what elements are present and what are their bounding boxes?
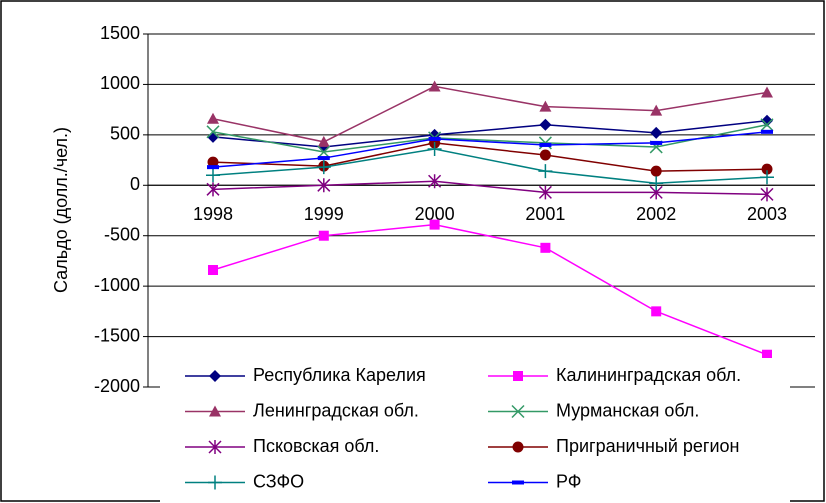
marker bbox=[209, 405, 221, 417]
y-tick-label: -1500 bbox=[94, 325, 140, 345]
y-tick-label: 1500 bbox=[100, 23, 140, 43]
marker bbox=[650, 104, 663, 116]
series-line bbox=[212, 180, 768, 196]
marker bbox=[209, 370, 221, 382]
marker bbox=[649, 176, 664, 191]
y-tick-label: 1000 bbox=[100, 73, 140, 93]
x-tick-label: 1998 bbox=[193, 204, 233, 224]
marker bbox=[539, 142, 552, 147]
marker bbox=[539, 100, 552, 112]
marker bbox=[317, 178, 331, 193]
legend-label: Мурманская обл. bbox=[556, 400, 699, 420]
legend-label: Республика Карелия bbox=[253, 365, 426, 385]
x-tick-label: 2003 bbox=[747, 204, 787, 224]
marker bbox=[206, 125, 220, 139]
marker bbox=[427, 141, 442, 156]
marker bbox=[317, 135, 330, 147]
marker bbox=[760, 118, 774, 132]
series-line bbox=[212, 124, 768, 153]
marker bbox=[207, 156, 219, 168]
x-tick-label: 2000 bbox=[415, 204, 455, 224]
marker bbox=[761, 129, 773, 134]
series-line bbox=[212, 148, 768, 185]
legend-box bbox=[160, 358, 790, 503]
marker bbox=[651, 306, 662, 317]
marker bbox=[761, 86, 773, 98]
marker bbox=[512, 480, 524, 485]
series-line bbox=[212, 142, 768, 172]
marker bbox=[540, 242, 551, 253]
marker bbox=[539, 118, 552, 131]
marker bbox=[512, 441, 524, 453]
legend-label: СЗФО bbox=[253, 471, 304, 491]
marker bbox=[428, 80, 441, 92]
marker bbox=[317, 156, 330, 161]
marker bbox=[760, 187, 774, 202]
marker bbox=[761, 163, 773, 175]
marker bbox=[650, 165, 662, 177]
marker bbox=[511, 404, 525, 419]
y-tick-label: -500 bbox=[104, 224, 140, 244]
marker bbox=[208, 475, 222, 490]
marker bbox=[513, 371, 523, 381]
series-line bbox=[212, 131, 768, 168]
marker bbox=[318, 230, 329, 241]
marker bbox=[761, 114, 773, 127]
x-tick-label: 2001 bbox=[525, 204, 565, 224]
marker bbox=[206, 168, 220, 183]
y-axis-title: Сальдо (долл./чел.) bbox=[51, 127, 71, 293]
y-tick-label: -2000 bbox=[94, 376, 140, 396]
y-tick-label: 0 bbox=[130, 174, 140, 194]
marker bbox=[650, 140, 663, 145]
marker bbox=[762, 349, 772, 360]
y-tick-label: -1000 bbox=[94, 275, 140, 295]
marker bbox=[538, 185, 552, 200]
series-line bbox=[212, 223, 768, 356]
marker bbox=[539, 149, 551, 161]
legend-label: Псковская обл. bbox=[253, 436, 379, 456]
legend: Республика Карелия Калининградская обл. Ле… bbox=[160, 358, 790, 503]
legend-label: Калининградская обл. bbox=[556, 365, 741, 385]
x-tick-label: 2002 bbox=[636, 204, 676, 224]
legend-label: Приграничный регион bbox=[556, 436, 740, 456]
legend-label: РФ bbox=[556, 471, 582, 491]
marker bbox=[760, 170, 774, 185]
marker bbox=[428, 174, 442, 189]
marker bbox=[650, 126, 663, 139]
marker bbox=[208, 440, 222, 454]
series-line bbox=[212, 119, 768, 148]
series-line bbox=[212, 85, 768, 143]
marker bbox=[207, 165, 219, 170]
y-tick-label: 500 bbox=[110, 124, 140, 144]
marker bbox=[207, 112, 219, 124]
marker bbox=[428, 136, 441, 141]
x-tick-label: 1999 bbox=[304, 204, 344, 224]
marker bbox=[206, 182, 220, 197]
marker bbox=[316, 160, 331, 175]
marker bbox=[317, 145, 331, 159]
marker bbox=[208, 265, 218, 276]
marker bbox=[429, 219, 440, 230]
legend-label: Ленинградская обл. bbox=[253, 400, 419, 420]
marker bbox=[538, 164, 553, 179]
